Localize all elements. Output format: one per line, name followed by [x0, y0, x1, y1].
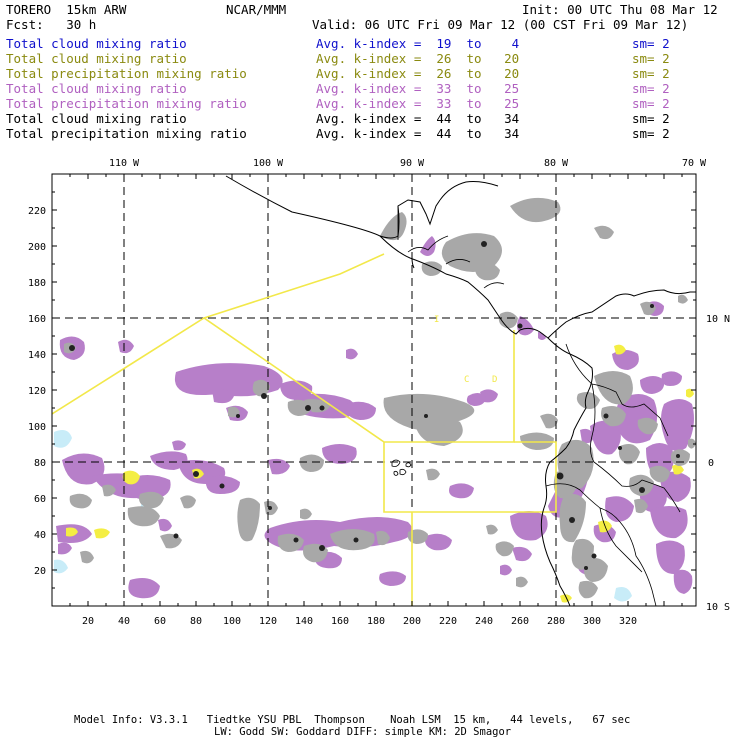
legend-row: Total precipitation mixing ratio Avg. k-i…: [6, 96, 734, 111]
legend-sm: sm= 2: [632, 96, 670, 111]
lon-label-90w: 90 W: [400, 158, 425, 169]
legend-row: Total cloud mixing ratio Avg. k-index = 4…: [6, 111, 734, 126]
legend-field: Total precipitation mixing ratio: [6, 96, 247, 111]
model-info: Model Info: V3.3.1 Tiedtke YSU PBL Thomp…: [74, 714, 631, 726]
x-tick-label: 260: [511, 616, 529, 627]
legend-row: Total cloud mixing ratio Avg. k-index = 2…: [6, 51, 734, 66]
y-tick-label: 80: [34, 458, 46, 469]
legend-kindex: Avg. k-index = 26 to 20: [316, 66, 520, 81]
y-tick-label: 160: [28, 314, 46, 325]
legend-row: Total cloud mixing ratio Avg. k-index = 1…: [6, 36, 734, 51]
black-cloud-cells: [69, 241, 680, 570]
lat-label-0: 0: [708, 458, 714, 469]
legend-kindex: Avg. k-index = 33 to 25: [316, 96, 520, 111]
legend-sm: sm= 2: [632, 126, 670, 141]
lat-label-10n: 10 N: [706, 314, 730, 325]
legend-kindex: Avg. k-index = 19 to 4: [316, 36, 520, 51]
legend-field: Total cloud mixing ratio: [6, 51, 187, 66]
y-tick-label: 220: [28, 206, 46, 217]
legend-field: Total precipitation mixing ratio: [6, 126, 247, 141]
y-tick-label: 20: [34, 566, 46, 577]
legend-kindex: Avg. k-index = 44 to 34: [316, 111, 520, 126]
lon-label-70w: 70 W: [682, 158, 707, 169]
lon-label-100w: 100 W: [253, 158, 284, 169]
center-name: NCAR/MMM: [226, 2, 287, 17]
x-tick-label: 240: [475, 616, 493, 627]
valid-time: Valid: 06 UTC Fri 09 Mar 12 (00 CST Fri …: [312, 17, 689, 32]
init-time: Init: 00 UTC Thu 08 Mar 12: [522, 2, 718, 17]
annotation-label: I: [434, 315, 439, 325]
legend-kindex: Avg. k-index = 44 to 34: [316, 126, 520, 141]
x-tick-label: 100: [223, 616, 241, 627]
lon-label-110w: 110 W: [109, 158, 140, 169]
legend-field: Total precipitation mixing ratio: [6, 66, 247, 81]
galapagos-islands: [391, 459, 412, 476]
annotation-label: D: [492, 375, 497, 385]
x-tick-label: 320: [619, 616, 637, 627]
y-tick-label: 100: [28, 422, 46, 433]
yellow-precip-field: [66, 344, 694, 603]
purple-cloud-field: [56, 236, 694, 599]
lon-label-80w: 80 W: [544, 158, 569, 169]
legend-sm: sm= 2: [632, 36, 670, 51]
y-tick-label: 180: [28, 278, 46, 289]
x-tick-label: 220: [439, 616, 457, 627]
y-tick-label: 200: [28, 242, 46, 253]
x-tick-label: 200: [403, 616, 421, 627]
forecast-hour: Fcst: 30 h: [6, 17, 97, 32]
x-tick-label: 120: [259, 616, 277, 627]
x-tick-label: 80: [190, 616, 202, 627]
legend-row: Total precipitation mixing ratio Avg. k-i…: [6, 66, 734, 81]
y-tick-label: 140: [28, 350, 46, 361]
y-tick-label: 40: [34, 530, 46, 541]
x-tick-label: 20: [82, 616, 94, 627]
legend-field: Total cloud mixing ratio: [6, 81, 187, 96]
coastline: [225, 175, 696, 606]
legend-row: Total precipitation mixing ratio Avg. k-i…: [6, 126, 734, 141]
x-tick-label: 160: [331, 616, 349, 627]
annotation-label: C: [464, 375, 469, 385]
x-tick-label: 40: [118, 616, 130, 627]
legend-row: Total cloud mixing ratio Avg. k-index = 3…: [6, 81, 734, 96]
country-borders: [397, 206, 681, 606]
lat-lon-grid: [52, 174, 696, 606]
axis-ticks: [51, 173, 696, 607]
model-physics: LW: Godd SW: Goddard DIFF: simple KM: 2D…: [214, 726, 512, 738]
legend-field: Total cloud mixing ratio: [6, 36, 187, 51]
y-tick-label: 60: [34, 494, 46, 505]
legend-sm: sm= 2: [632, 66, 670, 81]
x-tick-label: 280: [547, 616, 565, 627]
legend-sm: sm= 2: [632, 51, 670, 66]
x-tick-label: 140: [295, 616, 313, 627]
region-boundary: [52, 253, 557, 606]
x-tick-label: 60: [154, 616, 166, 627]
legend-kindex: Avg. k-index = 33 to 25: [316, 81, 520, 96]
legend-sm: sm= 2: [632, 81, 670, 96]
legend-kindex: Avg. k-index = 26 to 20: [316, 51, 520, 66]
legend-field: Total cloud mixing ratio: [6, 111, 187, 126]
model-title: TORERO 15km ARW: [6, 2, 127, 17]
gray-cloud-field: [64, 197, 696, 599]
legend-sm: sm= 2: [632, 111, 670, 126]
y-tick-label: 120: [28, 386, 46, 397]
x-tick-label: 180: [367, 616, 385, 627]
x-tick-label: 300: [583, 616, 601, 627]
lat-label-10s: 10 S: [706, 602, 730, 613]
